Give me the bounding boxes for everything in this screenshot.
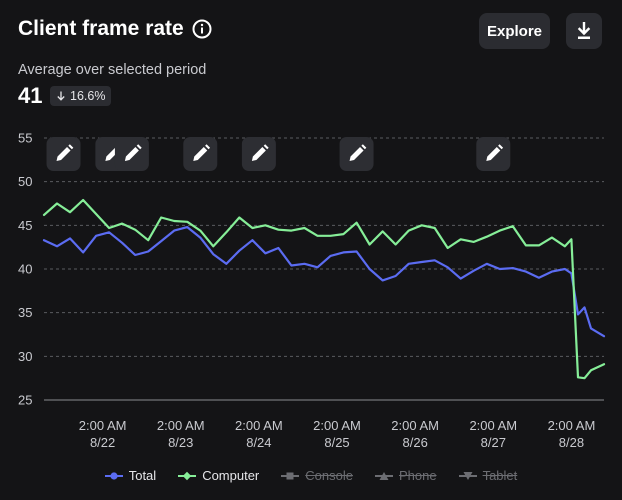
pencil-icon xyxy=(251,144,269,161)
annotation-marker[interactable] xyxy=(476,137,511,171)
pencil-icon xyxy=(56,144,74,161)
legend-marker-icon xyxy=(104,471,123,480)
legend-item-total[interactable]: Total xyxy=(104,468,157,483)
download-button[interactable] xyxy=(566,13,602,49)
y-tick-label: 35 xyxy=(18,305,32,320)
x-tick-label-date: 8/27 xyxy=(481,435,506,450)
y-tick-label: 40 xyxy=(18,262,32,277)
delta-value: 16.6% xyxy=(70,89,106,103)
arrow-down-icon xyxy=(57,91,65,101)
legend-label: Phone xyxy=(398,468,437,483)
x-tick-label-time: 2:00 AM xyxy=(313,418,361,433)
explore-button[interactable]: Explore xyxy=(479,13,550,49)
legend-item-console[interactable]: Console xyxy=(281,468,353,483)
legend-label: Total xyxy=(128,468,157,483)
delta-badge: 16.6% xyxy=(50,86,112,106)
x-tick-label-date: 8/24 xyxy=(246,435,271,450)
y-tick-label: 55 xyxy=(18,131,32,146)
pencil-icon xyxy=(124,144,142,161)
legend-label: Computer xyxy=(202,468,260,483)
chart-legend: Total Computer Console Phone Tablet xyxy=(0,468,622,483)
x-tick-label-time: 2:00 AM xyxy=(469,418,517,433)
y-tick-label: 45 xyxy=(18,218,32,233)
legend-label: Console xyxy=(305,468,353,483)
x-tick-label-time: 2:00 AM xyxy=(79,418,127,433)
legend-item-computer[interactable]: Computer xyxy=(178,468,259,483)
series-line-computer xyxy=(42,198,606,380)
frame-rate-chart: 25 30 35 40 45 50 55 2:00 AM 8/22 2:00 AM 8/23 2:00… xyxy=(18,131,606,450)
x-tick-label-date: 8/22 xyxy=(90,435,115,450)
annotation-marker[interactable] xyxy=(114,137,149,171)
x-tick-label-date: 8/23 xyxy=(168,435,193,450)
series-line-total xyxy=(42,226,606,338)
y-tick-label: 25 xyxy=(18,393,32,408)
annotation-marker[interactable] xyxy=(183,137,218,171)
y-tick-label: 50 xyxy=(18,174,32,189)
annotation-marker[interactable] xyxy=(339,137,374,171)
page-title: Client frame rate xyxy=(18,17,184,40)
x-tick-label-date: 8/26 xyxy=(403,435,428,450)
pencil-icon xyxy=(486,144,504,161)
x-tick-label-date: 8/28 xyxy=(559,435,584,450)
legend-item-phone[interactable]: Phone xyxy=(374,468,437,483)
period-subtitle: Average over selected period xyxy=(18,62,207,78)
legend-marker-icon xyxy=(374,471,393,480)
average-value: 41 xyxy=(18,83,43,108)
chart-title-row: Client frame rate xyxy=(18,17,212,41)
legend-marker-icon xyxy=(281,472,300,479)
pencil-icon xyxy=(193,144,211,161)
x-tick-label-time: 2:00 AM xyxy=(235,418,283,433)
info-icon[interactable] xyxy=(192,19,212,39)
legend-item-tablet[interactable]: Tablet xyxy=(458,468,518,483)
x-tick-label-date: 8/25 xyxy=(324,435,349,450)
pencil-icon xyxy=(349,144,367,161)
pencil-icon xyxy=(105,144,123,161)
x-tick-label-time: 2:00 AM xyxy=(548,418,596,433)
download-icon xyxy=(577,22,591,39)
legend-marker-icon xyxy=(178,471,197,480)
legend-label: Tablet xyxy=(482,468,518,483)
annotation-marker[interactable] xyxy=(241,137,276,171)
y-tick-label: 30 xyxy=(18,349,32,364)
legend-marker-icon xyxy=(458,471,477,480)
annotation-marker[interactable] xyxy=(46,137,81,171)
x-tick-label-time: 2:00 AM xyxy=(157,418,205,433)
x-tick-label-time: 2:00 AM xyxy=(391,418,439,433)
